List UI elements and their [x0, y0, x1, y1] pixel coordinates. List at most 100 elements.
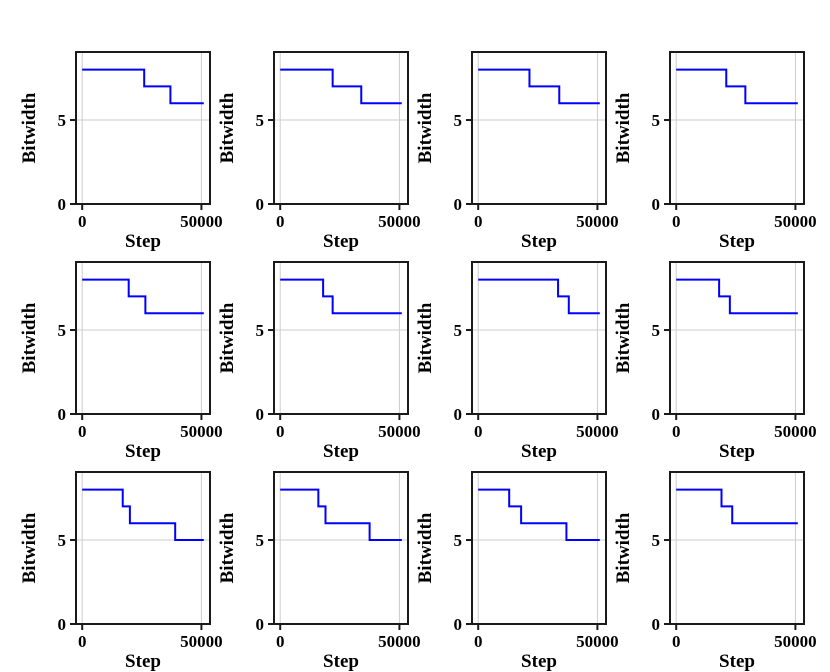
y-tick-label: 5	[58, 321, 67, 340]
x-axis-label: Step	[719, 231, 755, 252]
subplot-r3c1: 0 50000 0 5 Step Bitwidth	[19, 471, 223, 672]
x-tick-label: 50000	[378, 422, 421, 441]
bitwidth-step-line	[676, 488, 798, 525]
x-axis-label: Step	[719, 651, 755, 672]
y-tick-label: 0	[454, 615, 463, 634]
axes-box	[75, 471, 211, 625]
x-tick-label: 50000	[774, 212, 817, 231]
y-tick-label: 5	[454, 531, 463, 550]
x-axis-label: Step	[521, 651, 557, 672]
x-axis-label: Step	[125, 651, 161, 672]
x-tick-label: 0	[672, 212, 681, 231]
y-tick-label: 5	[454, 321, 463, 340]
y-axis-label: Bitwidth	[613, 512, 634, 583]
y-tick-label: 5	[256, 111, 265, 130]
y-tick-label: 0	[454, 195, 463, 214]
y-axis-label: Bitwidth	[217, 92, 238, 163]
y-tick-label: 0	[256, 195, 265, 214]
x-tick-label: 50000	[774, 632, 817, 651]
bitwidth-step-line	[478, 278, 600, 315]
bitwidth-step-line	[676, 278, 798, 315]
y-axis-label: Bitwidth	[415, 512, 436, 583]
x-tick-label: 0	[672, 422, 681, 441]
subplot-r1c4: 0 50000 0 5 Step Bitwidth	[613, 51, 817, 252]
bitwidth-step-line	[478, 68, 600, 105]
subplot-r2c3: 0 50000 0 5 Step Bitwidth	[415, 261, 619, 462]
y-tick-label: 5	[256, 531, 265, 550]
bitwidth-step-line	[82, 68, 204, 105]
axes-box	[75, 51, 211, 205]
subplot-r2c2: 0 50000 0 5 Step Bitwidth	[217, 261, 421, 462]
x-axis-label: Step	[521, 231, 557, 252]
x-tick-label: 0	[672, 632, 681, 651]
x-tick-label: 0	[474, 212, 483, 231]
x-axis-label: Step	[323, 651, 359, 672]
x-tick-label: 50000	[180, 212, 223, 231]
bitwidth-step-line	[676, 68, 798, 105]
x-tick-label: 0	[276, 632, 285, 651]
axes-box	[471, 471, 607, 625]
axes-box	[273, 51, 409, 205]
x-tick-label: 0	[474, 632, 483, 651]
x-axis-label: Step	[521, 441, 557, 462]
y-axis-label: Bitwidth	[19, 92, 40, 163]
subplot-r1c2: 0 50000 0 5 Step Bitwidth	[217, 51, 421, 252]
y-tick-label: 5	[652, 111, 661, 130]
x-tick-label: 0	[78, 422, 87, 441]
axes-box	[75, 261, 211, 415]
x-tick-label: 50000	[180, 632, 223, 651]
x-tick-label: 0	[78, 632, 87, 651]
subplot-r1c3: 0 50000 0 5 Step Bitwidth	[415, 51, 619, 252]
y-axis-label: Bitwidth	[613, 92, 634, 163]
x-tick-label: 50000	[576, 422, 619, 441]
y-tick-label: 5	[454, 111, 463, 130]
x-tick-label: 50000	[576, 632, 619, 651]
axes-box	[669, 471, 805, 625]
axes-box	[471, 261, 607, 415]
y-tick-label: 0	[256, 615, 265, 634]
subplot-r1c1: 0 50000 0 5 Step Bitwidth	[19, 51, 223, 252]
y-axis-label: Bitwidth	[415, 92, 436, 163]
x-tick-label: 50000	[576, 212, 619, 231]
subplot-r3c2: 0 50000 0 5 Step Bitwidth	[217, 471, 421, 672]
x-tick-label: 50000	[774, 422, 817, 441]
subplot-r3c4: 0 50000 0 5 Step Bitwidth	[613, 471, 817, 672]
x-tick-label: 0	[276, 212, 285, 231]
y-axis-label: Bitwidth	[217, 512, 238, 583]
y-tick-label: 0	[652, 195, 661, 214]
x-tick-label: 50000	[180, 422, 223, 441]
bitwidth-step-line	[280, 68, 402, 105]
y-axis-label: Bitwidth	[19, 302, 40, 373]
y-tick-label: 0	[454, 405, 463, 424]
bitwidth-step-line	[82, 278, 204, 315]
x-tick-label: 0	[78, 212, 87, 231]
bitwidth-step-line	[82, 488, 204, 542]
y-tick-label: 0	[58, 405, 67, 424]
bitwidth-step-line	[478, 488, 600, 542]
x-axis-label: Step	[125, 231, 161, 252]
x-tick-label: 50000	[378, 632, 421, 651]
x-tick-label: 0	[276, 422, 285, 441]
y-tick-label: 5	[652, 321, 661, 340]
x-axis-label: Step	[719, 441, 755, 462]
y-tick-label: 0	[652, 405, 661, 424]
y-axis-label: Bitwidth	[613, 302, 634, 373]
axes-box	[471, 51, 607, 205]
y-tick-label: 0	[652, 615, 661, 634]
y-tick-label: 5	[652, 531, 661, 550]
y-tick-label: 5	[58, 531, 67, 550]
axes-box	[273, 261, 409, 415]
subplot-r2c1: 0 50000 0 5 Step Bitwidth	[19, 261, 223, 462]
y-axis-label: Bitwidth	[217, 302, 238, 373]
axes-box	[273, 471, 409, 625]
x-tick-label: 50000	[378, 212, 421, 231]
subplot-r2c4: 0 50000 0 5 Step Bitwidth	[613, 261, 817, 462]
y-axis-label: Bitwidth	[415, 302, 436, 373]
bitwidth-step-line	[280, 488, 402, 542]
y-tick-label: 5	[58, 111, 67, 130]
subplot-r3c3: 0 50000 0 5 Step Bitwidth	[415, 471, 619, 672]
x-axis-label: Step	[125, 441, 161, 462]
y-tick-label: 0	[256, 405, 265, 424]
bitwidth-step-line	[280, 278, 402, 315]
